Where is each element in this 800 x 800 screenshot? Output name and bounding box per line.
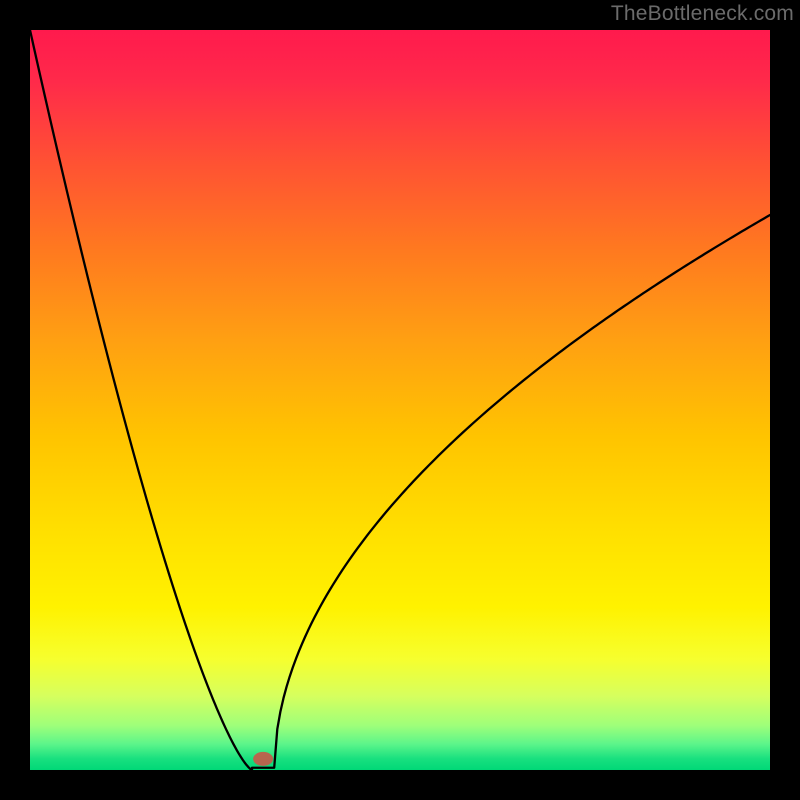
bottleneck-chart: [0, 0, 800, 800]
gradient-plot-area: [30, 30, 770, 770]
minimum-marker: [253, 752, 273, 766]
watermark-text: TheBottleneck.com: [611, 2, 794, 26]
